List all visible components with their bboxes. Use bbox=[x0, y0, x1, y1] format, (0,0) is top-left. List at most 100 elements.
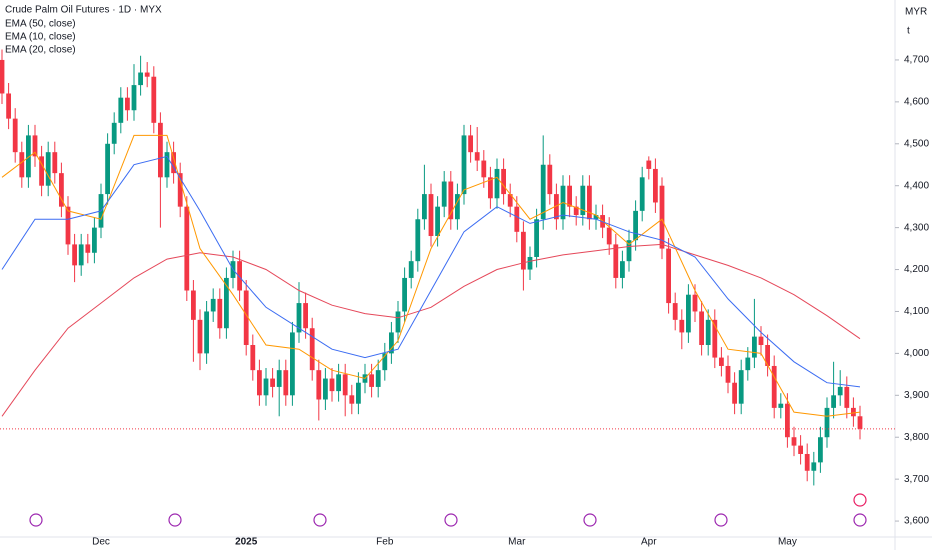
candle-body bbox=[501, 168, 506, 195]
candle-body bbox=[540, 164, 546, 220]
candle-body bbox=[316, 370, 322, 400]
candle-body bbox=[831, 395, 836, 408]
candle-body bbox=[435, 206, 440, 237]
candle-body bbox=[752, 336, 757, 358]
x-tick-label: Apr bbox=[641, 537, 657, 548]
candle-body bbox=[111, 122, 117, 144]
candle-body bbox=[131, 85, 137, 111]
candle-body bbox=[494, 168, 500, 199]
candle-body bbox=[177, 173, 183, 207]
candle-body bbox=[837, 386, 843, 396]
candle-body bbox=[204, 311, 209, 354]
y-tick-label: 4,000 bbox=[904, 348, 929, 359]
candle-body bbox=[758, 336, 764, 346]
candle-body bbox=[45, 152, 51, 186]
candle-body bbox=[375, 370, 381, 387]
candle-body bbox=[514, 206, 520, 232]
candle-body bbox=[527, 256, 533, 270]
candle-body bbox=[712, 319, 718, 358]
candle-body bbox=[844, 386, 850, 408]
candle-body bbox=[389, 332, 394, 354]
y-tick-label: 3,900 bbox=[904, 390, 929, 401]
candle-body bbox=[250, 345, 256, 371]
candle-body bbox=[39, 156, 44, 186]
candle-body bbox=[633, 210, 638, 241]
candle-body bbox=[785, 403, 790, 438]
currency-label: MYR bbox=[905, 7, 927, 18]
candle-body bbox=[811, 462, 817, 471]
y-tick-label: 4,500 bbox=[904, 138, 929, 149]
candle-body bbox=[455, 194, 460, 220]
candle-body bbox=[725, 365, 731, 383]
candle-body bbox=[12, 118, 18, 153]
y-tick-label: 4,700 bbox=[904, 55, 929, 66]
legend-entry[interactable]: EMA (20, close) bbox=[5, 45, 76, 56]
candle-body bbox=[270, 378, 275, 387]
unit-label: t bbox=[907, 26, 910, 37]
candle-body bbox=[296, 303, 302, 333]
candle-body bbox=[481, 160, 487, 178]
candle-body bbox=[659, 185, 665, 249]
candle-body bbox=[26, 135, 31, 178]
y-tick-label: 3,600 bbox=[904, 516, 929, 527]
event-icons[interactable] bbox=[29, 493, 867, 527]
y-tick-label: 4,200 bbox=[904, 264, 929, 275]
candle-body bbox=[283, 370, 289, 396]
candle-body bbox=[303, 303, 308, 329]
candle-body bbox=[171, 152, 176, 174]
legend-entry[interactable]: EMA (10, close) bbox=[5, 32, 76, 43]
y-tick-label: 4,600 bbox=[904, 97, 929, 108]
x-tick-label: May bbox=[778, 537, 797, 548]
x-tick-label: Dec bbox=[92, 537, 110, 548]
candle-body bbox=[791, 437, 797, 446]
candle-body bbox=[224, 277, 229, 329]
candle-body bbox=[620, 261, 625, 278]
candle-body bbox=[646, 160, 652, 169]
candle-body bbox=[626, 240, 632, 262]
candle-body bbox=[290, 332, 295, 396]
candle-body bbox=[217, 298, 223, 329]
candle-body bbox=[738, 370, 744, 404]
candle-body bbox=[765, 345, 770, 366]
candle-body bbox=[382, 353, 388, 371]
candle-body bbox=[349, 395, 355, 404]
x-tick-label: Feb bbox=[376, 537, 394, 548]
candle-body bbox=[118, 97, 124, 123]
candle-body bbox=[719, 357, 724, 366]
candle-body bbox=[19, 152, 25, 178]
candle-body bbox=[263, 378, 269, 396]
candle-body bbox=[580, 185, 586, 216]
candle-body bbox=[593, 215, 599, 220]
candle-body bbox=[653, 168, 658, 203]
candle-body bbox=[692, 294, 698, 312]
candle-body bbox=[771, 365, 777, 408]
candle-body bbox=[323, 378, 328, 400]
candle-body bbox=[745, 357, 751, 371]
ema-line bbox=[1, 134, 861, 417]
ema-line bbox=[1, 243, 861, 417]
candle-body bbox=[521, 231, 526, 270]
candle-body bbox=[395, 311, 401, 333]
candle-body bbox=[857, 416, 863, 429]
candle-body bbox=[686, 294, 691, 333]
candle-body bbox=[804, 453, 810, 471]
candle-body bbox=[237, 261, 242, 291]
candle-body bbox=[798, 445, 803, 454]
legend-entry[interactable]: EMA (50, close) bbox=[5, 19, 76, 30]
candle-body bbox=[164, 152, 170, 178]
candle-body bbox=[105, 143, 110, 195]
candle-body bbox=[587, 185, 592, 220]
candle-body bbox=[197, 319, 203, 354]
candle-body bbox=[415, 219, 421, 262]
candle-body bbox=[448, 181, 454, 220]
candle-body bbox=[52, 152, 58, 174]
candle-body bbox=[72, 244, 77, 266]
candle-body bbox=[6, 93, 11, 119]
candle-body bbox=[699, 311, 704, 346]
y-tick-label: 4,100 bbox=[904, 306, 929, 317]
candle-body bbox=[606, 227, 612, 245]
candle-body bbox=[85, 244, 91, 253]
candle-body bbox=[422, 194, 427, 220]
candle-body bbox=[461, 135, 467, 195]
